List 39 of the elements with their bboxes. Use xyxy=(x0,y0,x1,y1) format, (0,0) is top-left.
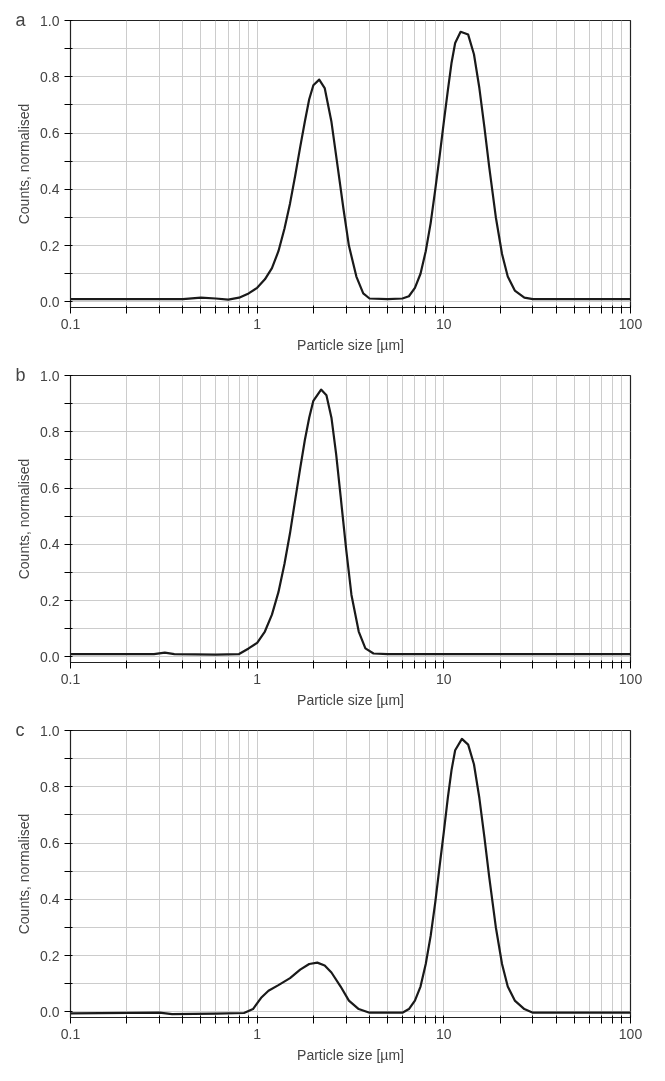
y-tick-label: 1.0 xyxy=(40,722,60,739)
x-tick-label: 1 xyxy=(253,1025,262,1042)
y-tick-label: 0.0 xyxy=(40,648,60,665)
y-tick-label: 0.0 xyxy=(40,1003,60,1020)
x-tick-label: 0.1 xyxy=(60,670,81,687)
x-axis-title: Particle size [µm] xyxy=(297,336,404,353)
y-tick-label: 0.2 xyxy=(40,947,60,964)
y-axis-title: Counts, normalised xyxy=(16,103,33,225)
chart-title: a xyxy=(15,9,27,30)
x-tick-label: 100 xyxy=(618,670,643,687)
y-tick-label: 0.6 xyxy=(40,125,60,142)
x-tick-label: 100 xyxy=(618,1025,643,1042)
y-tick-label: 0.4 xyxy=(40,181,60,198)
y-tick-label: 0.6 xyxy=(40,835,60,852)
x-tick-label: 0.1 xyxy=(60,315,81,332)
x-tick-label: 10 xyxy=(436,315,452,332)
y-tick-label: 0.4 xyxy=(40,536,60,553)
y-tick-label: 1.0 xyxy=(40,12,60,29)
chart-title: c xyxy=(15,719,25,740)
x-tick-label: 10 xyxy=(436,1025,452,1042)
x-tick-label: 100 xyxy=(618,315,643,332)
x-axis-title: Particle size [µm] xyxy=(297,691,404,708)
y-tick-label: 0.8 xyxy=(40,423,60,440)
y-tick-label: 0.6 xyxy=(40,480,60,497)
x-tick-label: 1 xyxy=(253,670,262,687)
y-tick-label: 0.4 xyxy=(40,891,60,908)
y-tick-label: 0.2 xyxy=(40,592,60,609)
chart-title: b xyxy=(15,364,26,385)
y-tick-label: 0.8 xyxy=(40,778,60,795)
x-axis-title: Particle size [µm] xyxy=(297,1046,404,1063)
x-tick-label: 1 xyxy=(253,315,262,332)
y-tick-label: 0.8 xyxy=(40,68,60,85)
y-tick-label: 1.0 xyxy=(40,367,60,384)
x-tick-label: 0.1 xyxy=(60,1025,81,1042)
y-tick-label: 0.0 xyxy=(40,293,60,310)
x-tick-label: 10 xyxy=(436,670,452,687)
y-axis-title: Counts, normalised xyxy=(16,813,33,935)
y-axis-title: Counts, normalised xyxy=(16,458,33,580)
y-tick-label: 0.2 xyxy=(40,237,60,254)
